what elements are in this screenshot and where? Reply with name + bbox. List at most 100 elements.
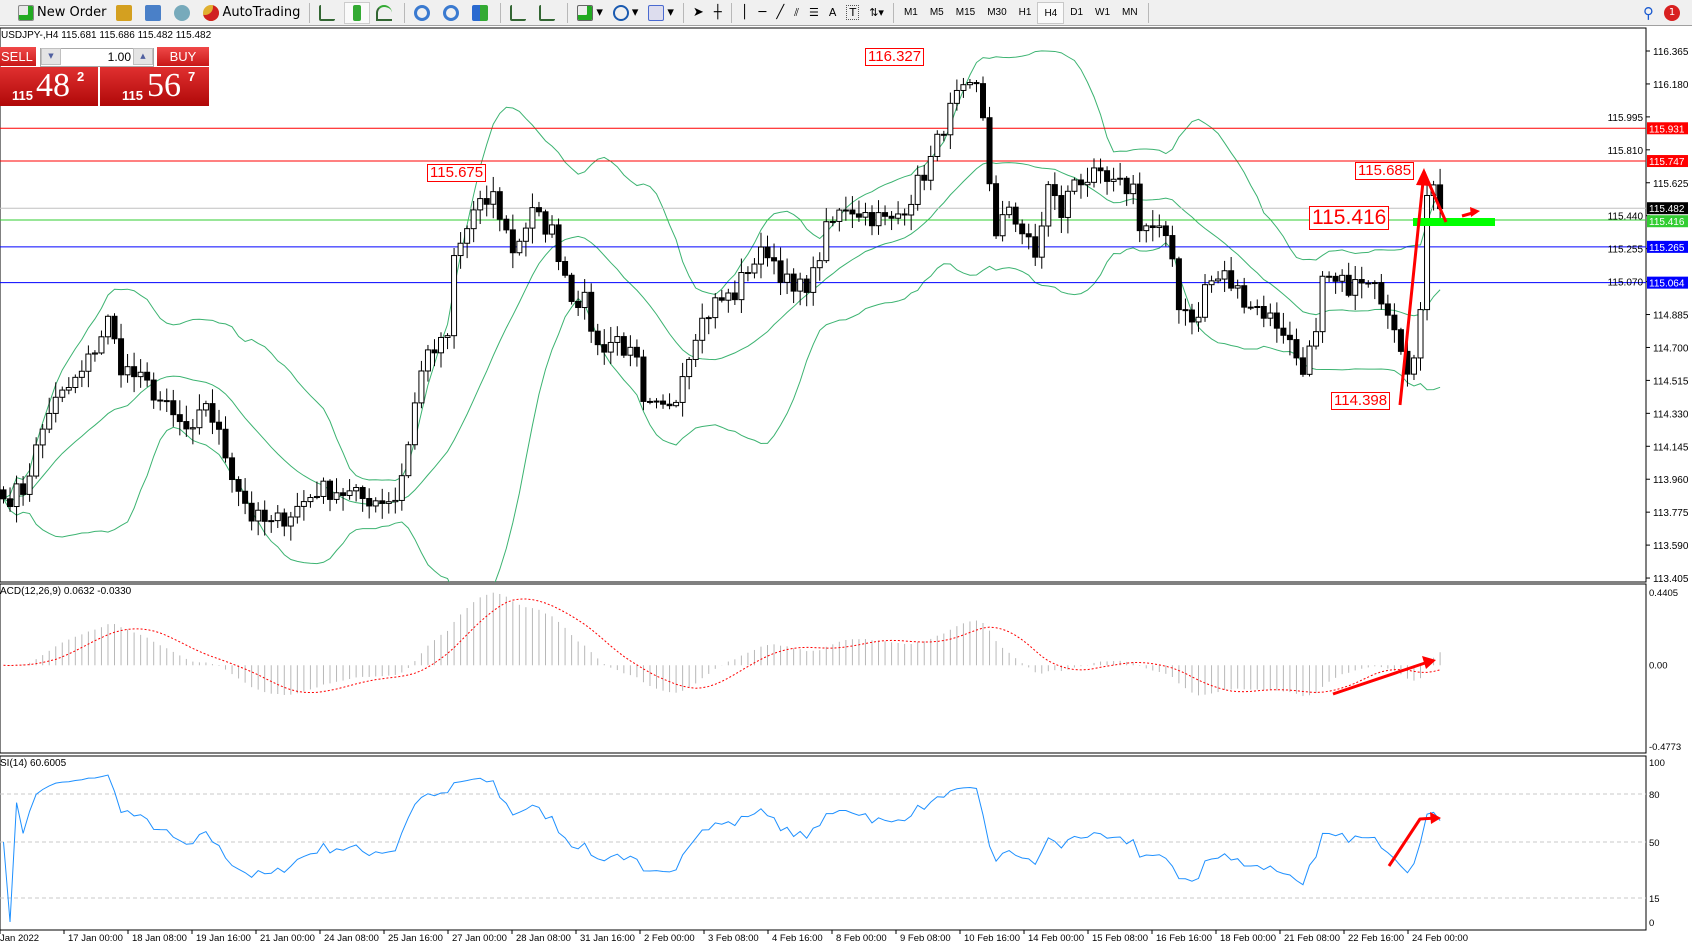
candle	[914, 174, 921, 205]
buy-price-fraction: 7	[188, 69, 196, 84]
vertical-line-button[interactable]: │	[737, 2, 753, 24]
lot-size-input[interactable]: 1.00	[40, 48, 154, 67]
candlestick-button[interactable]	[344, 1, 371, 24]
price-axis-label: 114.145	[1653, 442, 1689, 453]
equidistant-channel-button[interactable]: ⫽	[790, 2, 803, 24]
zoom-in-button[interactable]	[410, 2, 437, 24]
new-order-button[interactable]: New Order	[14, 2, 110, 24]
candle	[542, 211, 549, 235]
trendline-button[interactable]: ╱	[772, 2, 788, 24]
macd-label: ACD(12,26,9) 0.0632 -0.0330	[0, 586, 132, 597]
divider	[682, 2, 684, 23]
fibonacci-icon: ☰	[809, 6, 819, 19]
candle	[196, 409, 203, 429]
candle	[1058, 195, 1065, 218]
candle	[882, 212, 889, 217]
metaeditor-button[interactable]	[112, 2, 139, 24]
price-annotation[interactable]: 115.685	[1355, 162, 1415, 180]
timeframe-d1[interactable]: D1	[1070, 6, 1084, 18]
price-chart[interactable]: 116.365 116.180 115.995 115.810 115.625 115.4…	[0, 27, 1692, 943]
candle	[666, 403, 673, 407]
candle	[144, 371, 151, 381]
timeframe-m30[interactable]: M30	[987, 6, 1007, 18]
autotrading-button[interactable]: AutoTrading	[199, 2, 304, 24]
timeframe-w1[interactable]: W1	[1095, 6, 1111, 18]
indicators-button[interactable]: ▾	[573, 2, 607, 24]
candle	[509, 229, 516, 254]
price-tag	[1647, 155, 1688, 168]
divider	[309, 2, 311, 23]
text-label-button[interactable]: T	[842, 2, 863, 24]
horizontal-line-button[interactable]: ─	[754, 2, 770, 24]
candle	[26, 475, 33, 495]
horizontal-line-icon: ─	[758, 5, 767, 20]
arrows-button[interactable]: ⇅▾	[865, 2, 888, 24]
sell-price[interactable]: 115 48 2	[0, 67, 98, 106]
candle	[849, 209, 856, 215]
time-axis-label: 14 Feb 00:00	[1028, 933, 1084, 943]
signals-button[interactable]	[170, 2, 197, 24]
fibonacci-button[interactable]: ☰	[805, 2, 823, 24]
candle	[1326, 275, 1333, 278]
timeframe-mn[interactable]: MN	[1122, 6, 1138, 18]
templates-button[interactable]: ▾	[644, 2, 678, 24]
zoom-out-button[interactable]	[439, 2, 466, 24]
rsi-label: SI(14) 60.6005	[0, 758, 67, 769]
search-button[interactable]: ⚲	[1639, 2, 1658, 24]
sell-button[interactable]: SELL	[0, 47, 36, 66]
line-chart-icon	[376, 4, 393, 21]
price-axis-label: 114.885	[1653, 311, 1689, 322]
candle	[248, 502, 255, 522]
bar-chart-button[interactable]	[315, 2, 342, 24]
candle	[516, 240, 523, 254]
candle	[0, 489, 7, 500]
candle	[842, 209, 849, 212]
macd-axis-label: 0.4405	[1649, 588, 1678, 599]
candle	[1254, 306, 1261, 309]
time-axis-label: Jan 2022	[0, 933, 39, 943]
timeframe-h4[interactable]: H4	[1037, 1, 1065, 24]
candle	[1286, 334, 1293, 341]
candle	[973, 82, 980, 85]
cursor-button[interactable]: ➤	[689, 2, 708, 24]
price-annotation-high[interactable]: 116.327	[865, 48, 925, 66]
notifications-button[interactable]: 1	[1660, 2, 1684, 24]
candle	[686, 358, 693, 378]
timeframe-m15[interactable]: M15	[955, 6, 976, 18]
candle	[1202, 284, 1209, 318]
chart-shift-button[interactable]	[506, 2, 533, 24]
timeframe-h1[interactable]: H1	[1018, 6, 1032, 18]
line-chart-button[interactable]	[372, 2, 399, 24]
crosshair-button[interactable]: ┼	[710, 2, 726, 24]
navigator-button[interactable]	[141, 2, 168, 24]
candle	[797, 278, 804, 292]
buy-price-pips: 56	[147, 67, 181, 104]
price-axis-label: 114.515	[1653, 376, 1689, 387]
candle	[346, 490, 353, 496]
candle	[1397, 329, 1404, 352]
candle	[274, 512, 281, 522]
candle	[33, 444, 40, 477]
lot-increase-button[interactable]: ▲	[133, 48, 153, 65]
candle	[660, 400, 667, 405]
candle	[65, 386, 72, 391]
buy-price[interactable]: 115 56 7	[100, 67, 209, 106]
timeframe-m1[interactable]: M1	[903, 6, 918, 18]
lot-decrease-button[interactable]: ▼	[41, 48, 61, 65]
price-annotation-low[interactable]: 114.398	[1331, 392, 1391, 410]
candle	[829, 220, 836, 223]
periods-button[interactable]: ▾	[609, 2, 643, 24]
price-annotation[interactable]: 115.675	[427, 164, 487, 182]
price-annotation-current[interactable]: 115.416	[1309, 206, 1390, 230]
candle	[1195, 316, 1202, 323]
candle	[118, 338, 125, 376]
candle	[1097, 167, 1104, 172]
tile-windows-button[interactable]	[468, 2, 495, 24]
text-button[interactable]: A	[825, 2, 841, 24]
candle	[522, 227, 529, 242]
timeframe-m5[interactable]: M5	[929, 6, 944, 18]
time-axis-label: 10 Feb 16:00	[964, 933, 1020, 943]
buy-button[interactable]: BUY	[157, 47, 209, 66]
autoscroll-button[interactable]	[535, 2, 562, 24]
candle	[235, 479, 242, 492]
